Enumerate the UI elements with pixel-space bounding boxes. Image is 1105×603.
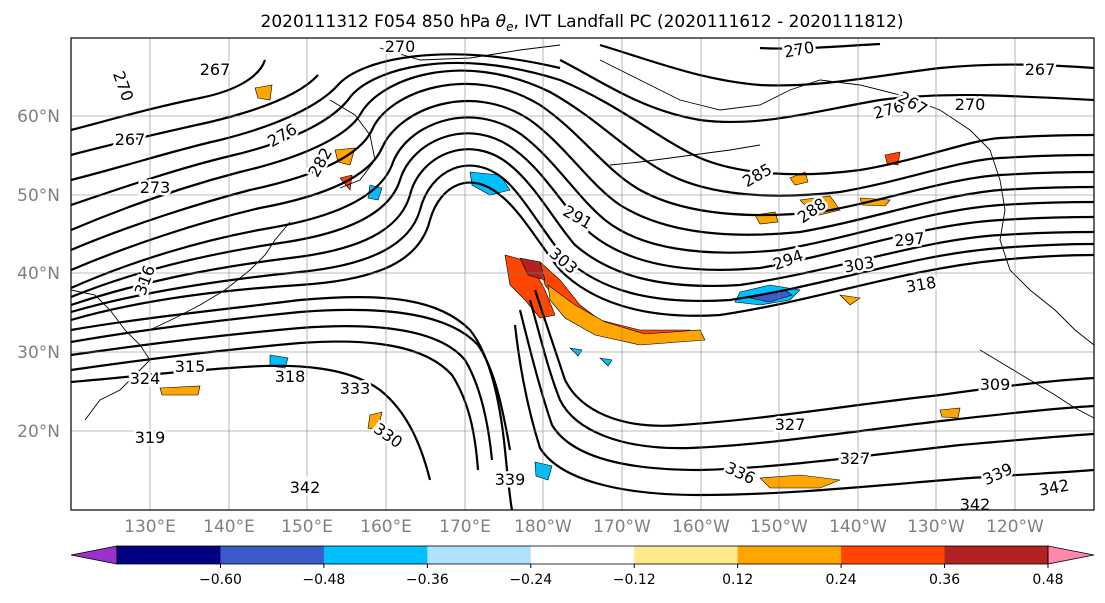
lon-label: 180°W bbox=[514, 517, 572, 537]
colorbar-swatch bbox=[220, 546, 325, 564]
contour-label-halo: 319 bbox=[135, 428, 166, 447]
longitude-labels: 130°E 140°E 150°E 160°E 170°E 180°W 170°… bbox=[124, 517, 1044, 537]
colorbar-tick-labels: −0.60 −0.48 −0.36 −0.24 −0.12 0.12 0.24 0.36 0.4… bbox=[199, 564, 1064, 588]
contour-label: 267 bbox=[1025, 60, 1056, 79]
contour-label: 327 bbox=[775, 415, 806, 434]
contour-label-halo: 339 bbox=[495, 470, 526, 489]
contour-label: 270 bbox=[955, 95, 986, 114]
contour-label-halo: 267 bbox=[200, 60, 231, 79]
lon-label: 140°E bbox=[203, 517, 255, 537]
contour-label-halo: 327 bbox=[840, 449, 871, 468]
contour-label: 324 bbox=[130, 369, 161, 388]
colorbar-tick-label: 0.48 bbox=[1032, 572, 1063, 588]
lon-label: 130°E bbox=[124, 517, 176, 537]
lat-label: 60°N bbox=[17, 107, 60, 127]
lat-label: 50°N bbox=[17, 186, 60, 206]
colorbar-tick-label: 0.12 bbox=[722, 572, 753, 588]
lon-label: 120°W bbox=[986, 517, 1044, 537]
contour-label: 327 bbox=[840, 449, 871, 468]
contour-label: 333 bbox=[340, 379, 371, 398]
colorbar-tick-label: −0.24 bbox=[509, 572, 552, 588]
contour-label: 273 bbox=[140, 178, 171, 197]
map-area bbox=[71, 38, 1094, 510]
contour-label: 309 bbox=[980, 375, 1011, 394]
contour-label-halo: 270 bbox=[955, 95, 986, 114]
graticule bbox=[71, 38, 1094, 510]
colorbar-extend-max bbox=[1047, 545, 1095, 565]
colorbar-swatch bbox=[944, 546, 1049, 564]
contour-label-halo: 342 bbox=[290, 478, 321, 497]
colorbar-swatch bbox=[737, 546, 842, 564]
lat-label: 40°N bbox=[17, 264, 60, 284]
contour-label: 297 bbox=[893, 229, 925, 251]
contour-label: 318 bbox=[275, 367, 306, 386]
lon-label: 140°W bbox=[829, 517, 887, 537]
lon-label: 160°W bbox=[672, 517, 730, 537]
contour-label-halo: 342 bbox=[960, 495, 991, 514]
contour-label-halo: 324 bbox=[130, 369, 161, 388]
contour-label: 270 bbox=[385, 37, 416, 56]
colorbar-swatch bbox=[634, 546, 739, 564]
lat-label: 30°N bbox=[17, 343, 60, 363]
colorbar-tick-label: 0.24 bbox=[826, 572, 857, 588]
contour-label: 267 bbox=[200, 60, 231, 79]
lon-label: 160°E bbox=[360, 517, 412, 537]
lon-label: 170°E bbox=[439, 517, 491, 537]
colorbar-swatch bbox=[427, 546, 532, 564]
contour-label: 339 bbox=[495, 470, 526, 489]
contour-label-halo: 309 bbox=[980, 375, 1011, 394]
colorbar-swatch bbox=[117, 546, 221, 564]
colorbar-tick-label: −0.36 bbox=[406, 572, 449, 588]
coastlines bbox=[70, 44, 1095, 421]
latitude-labels: 60°N 50°N 40°N 30°N 20°N bbox=[17, 107, 60, 442]
contour-label: 342 bbox=[290, 478, 321, 497]
colorbar-swatch bbox=[530, 546, 635, 564]
colorbar-tick-label: −0.48 bbox=[302, 572, 345, 588]
colorbar-swatch bbox=[323, 546, 428, 564]
contour-label-halo: 333 bbox=[340, 379, 371, 398]
lon-label: 170°W bbox=[593, 517, 651, 537]
colorbar-extend-min bbox=[70, 545, 118, 565]
contour-label: 315 bbox=[175, 357, 206, 376]
colorbar-tick-label: −0.60 bbox=[199, 572, 242, 588]
lon-label: 130°W bbox=[907, 517, 965, 537]
map-frame bbox=[70, 37, 1095, 511]
contour-label: 319 bbox=[135, 428, 166, 447]
colorbar bbox=[70, 545, 1095, 565]
contour-label-halo: 315 bbox=[175, 357, 206, 376]
lon-label: 150°E bbox=[281, 517, 333, 537]
figure-title: 2020111312 F054 850 hPa θe, IVT Landfall… bbox=[261, 12, 904, 34]
contour-label-halo: 318 bbox=[275, 367, 306, 386]
lat-label: 20°N bbox=[17, 422, 60, 442]
contour-label-halo: 267 bbox=[1025, 60, 1056, 79]
lon-label: 150°W bbox=[750, 517, 808, 537]
contour-label: 267 bbox=[115, 130, 146, 149]
colorbar-swatch bbox=[841, 546, 946, 564]
colorbar-tick-label: 0.36 bbox=[929, 572, 960, 588]
contour-label-halo: 273 bbox=[140, 178, 171, 197]
contour-label: 342 bbox=[960, 495, 991, 514]
contour-label-halo: 267 bbox=[115, 130, 146, 149]
colorbar-tick-label: −0.12 bbox=[613, 572, 656, 588]
colorbar-frame bbox=[116, 545, 1049, 565]
contour-label-halo: 327 bbox=[775, 415, 806, 434]
